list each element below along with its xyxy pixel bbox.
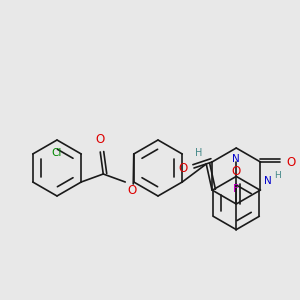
Text: F: F: [233, 184, 239, 194]
Text: O: O: [179, 161, 188, 175]
Text: N: N: [265, 176, 272, 186]
Text: H: H: [195, 148, 202, 158]
Text: O: O: [127, 184, 136, 197]
Text: H: H: [274, 171, 281, 180]
Text: Cl: Cl: [52, 148, 62, 158]
Text: O: O: [232, 165, 241, 178]
Text: O: O: [96, 133, 105, 146]
Text: N: N: [232, 154, 240, 164]
Text: O: O: [286, 155, 296, 169]
